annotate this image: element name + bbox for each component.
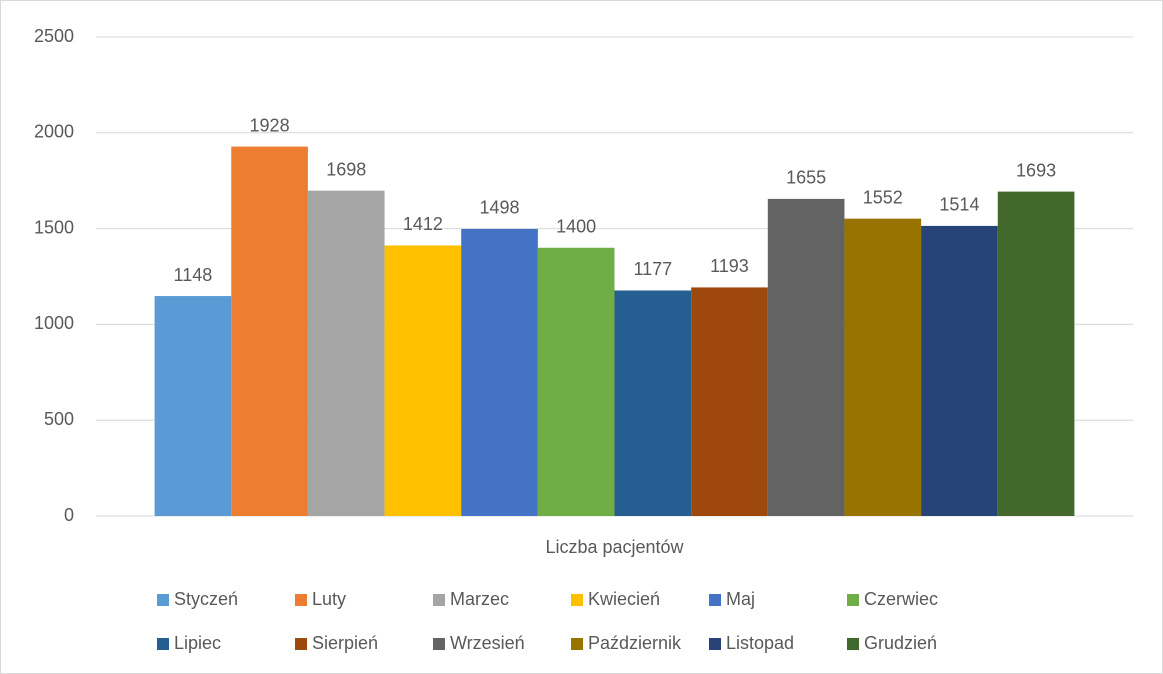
legend-label: Luty [312, 589, 346, 609]
x-tick-label: Liczba pacjentów [545, 537, 684, 557]
legend-label: Grudzień [864, 633, 937, 653]
data-label: 1193 [710, 256, 749, 276]
bar [691, 287, 768, 516]
legend-label: Czerwiec [864, 589, 938, 609]
legend-label: Kwiecień [588, 589, 660, 609]
legend-label: Listopad [726, 633, 794, 653]
legend-swatch [295, 594, 307, 606]
bar [614, 290, 692, 516]
legend-label: Sierpień [312, 633, 378, 653]
data-label: 1177 [633, 259, 672, 279]
legend-label: Maj [726, 589, 755, 609]
legend-swatch [433, 638, 445, 650]
bar [154, 296, 232, 516]
legend-swatch [709, 594, 721, 606]
bar [384, 245, 462, 516]
legend-swatch [157, 594, 169, 606]
data-label: 1148 [174, 265, 213, 285]
bar [997, 191, 1075, 516]
legend-swatch [571, 594, 583, 606]
data-label: 1693 [1016, 160, 1056, 180]
y-tick-label: 2500 [34, 26, 74, 46]
data-label: 1655 [786, 168, 826, 188]
data-label: 1928 [250, 115, 290, 135]
legend-swatch [295, 638, 307, 650]
legend-swatch [571, 638, 583, 650]
legend-label: Marzec [450, 589, 509, 609]
bar [461, 228, 538, 516]
bar [921, 225, 998, 516]
legend-swatch [847, 638, 859, 650]
legend-label: Wrzesień [450, 633, 525, 653]
y-tick-label: 1000 [34, 313, 74, 333]
bar [767, 198, 845, 517]
y-tick-label: 2000 [34, 122, 74, 142]
legend-label: Styczeń [174, 589, 238, 609]
legend-swatch [847, 594, 859, 606]
data-label: 1412 [403, 214, 443, 234]
y-tick-label: 1500 [34, 217, 74, 237]
y-tick-label: 500 [44, 409, 74, 429]
bar [537, 247, 615, 516]
legend-label: Lipiec [174, 633, 221, 653]
legend-swatch [709, 638, 721, 650]
legend-label: Październik [588, 633, 682, 653]
legend-swatch [157, 638, 169, 650]
legend-swatch [433, 594, 445, 606]
data-label: 1514 [939, 195, 979, 215]
bar [307, 190, 385, 516]
bar [231, 146, 308, 516]
bar [844, 218, 922, 517]
data-label: 1498 [479, 198, 519, 218]
data-label: 1552 [863, 187, 903, 207]
data-label: 1698 [326, 159, 366, 179]
y-tick-label: 0 [64, 505, 74, 525]
data-label: 1400 [556, 217, 596, 237]
